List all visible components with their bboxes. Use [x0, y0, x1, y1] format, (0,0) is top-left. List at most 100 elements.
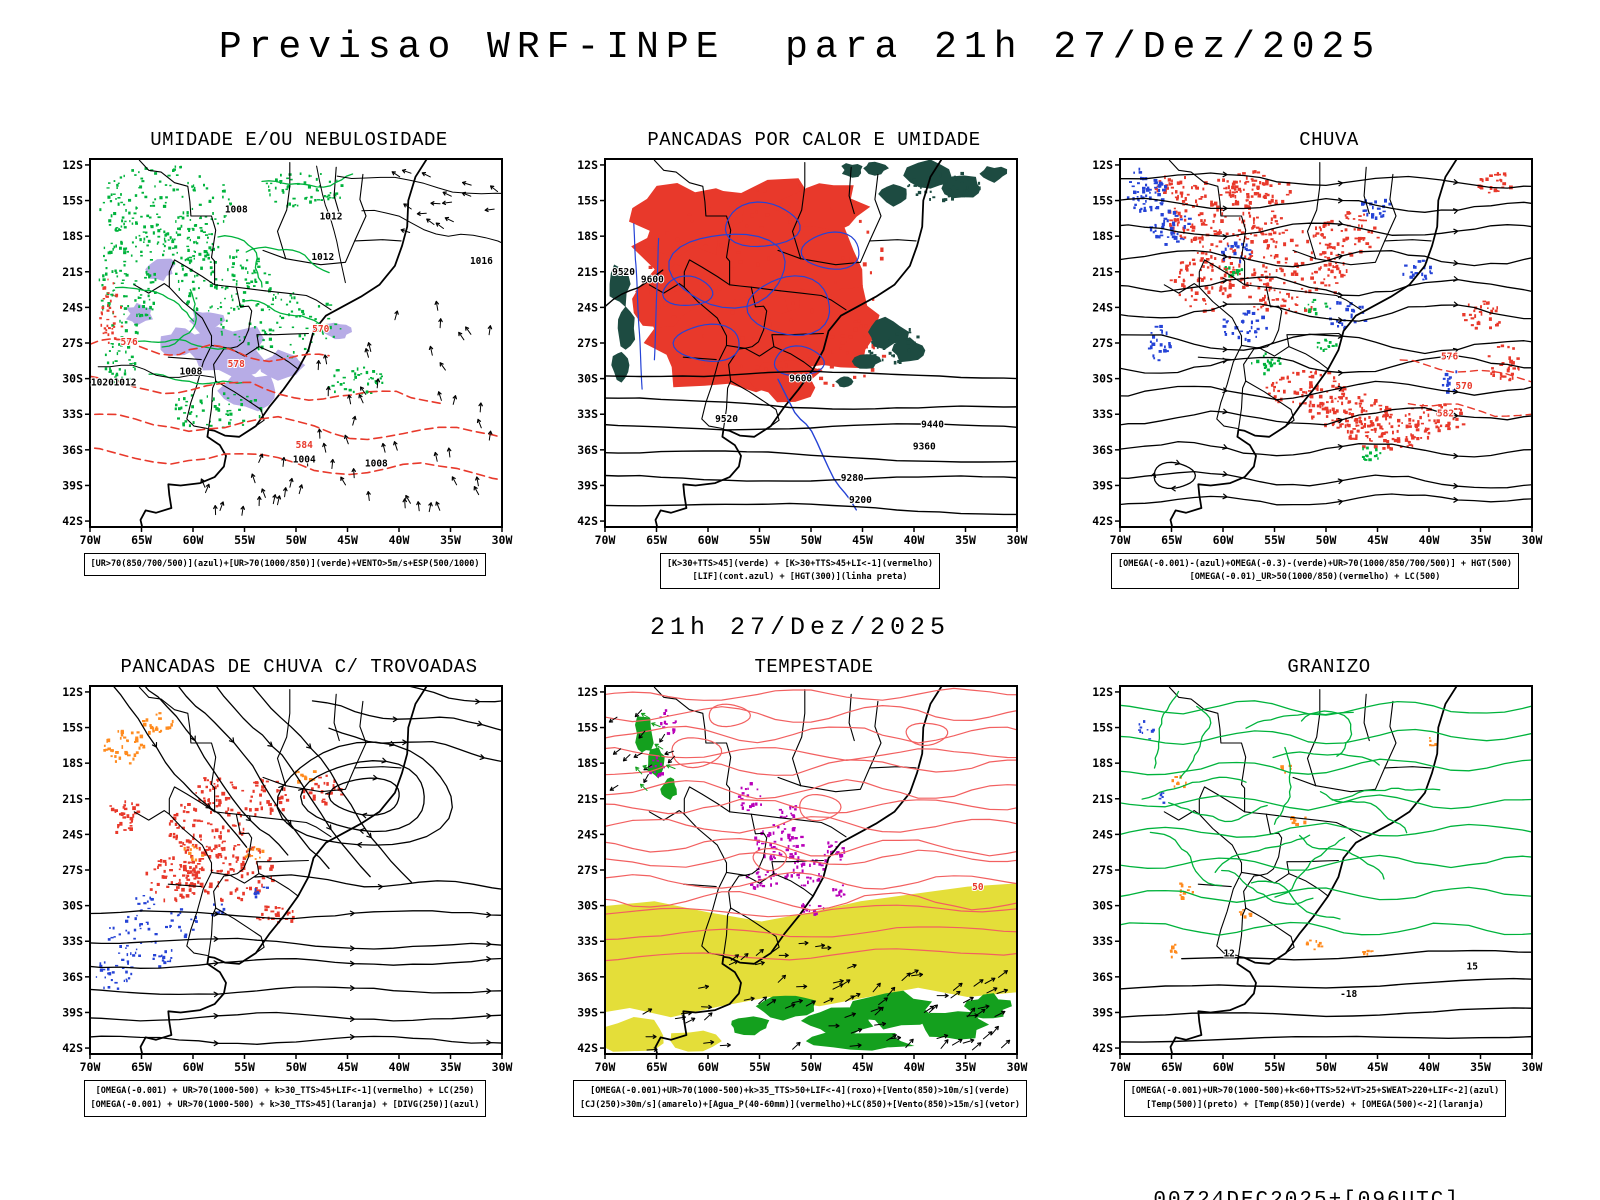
lat-tick-label: 15S [1092, 721, 1113, 735]
lat-tick-label: 27S [62, 336, 83, 350]
lat-tick-label: 12S [62, 685, 83, 699]
lat-tick-label: 39S [577, 478, 598, 492]
lon-tick-label: 35W [955, 1060, 976, 1074]
contour-label: 1012 [320, 212, 343, 223]
legend-box: [OMEGA(-0.001)-(azul)+OMEGA(-0.3)-(verde… [1110, 553, 1520, 590]
lat-tick-label: 21S [577, 265, 598, 279]
lat-tick-label: 33S [1092, 935, 1113, 949]
lon-tick-label: 40W [389, 1060, 410, 1074]
legend-line: [Temp(500)](preto) + [Temp(850)](verde) … [1146, 1099, 1484, 1110]
lon-tick-label: 35W [955, 533, 976, 547]
lat-tick-label: 42S [1092, 514, 1113, 528]
lat-tick-label: 39S [62, 478, 83, 492]
lat-tick-label: 39S [1092, 1006, 1113, 1020]
contour-label: 9200 [849, 495, 872, 506]
panel-pancadas-calor: PANCADAS POR CALOR E UMIDADE 12S 15S 18S 21… [565, 129, 1035, 590]
lon-tick-label: 60W [183, 533, 204, 547]
lon-tick-label: 40W [1419, 1060, 1440, 1074]
map-graphics [1120, 159, 1532, 527]
lon-tick-label: 55W [1264, 533, 1285, 547]
lon-tick-label: 70W [595, 1060, 616, 1074]
lat-tick-label: 30S [577, 899, 598, 913]
lat-tick-label: 18S [1092, 229, 1113, 243]
tempestade-map: 12S 15S 18S 21S 24S 27S 30S 33S 36S 39S 42S 70W 65W 6… [577, 685, 1027, 1074]
lon-tick-label: 40W [904, 1060, 925, 1074]
contour-label: 1004 [293, 455, 316, 466]
contour-label: 578 [228, 359, 245, 370]
lon-tick-label: 45W [1367, 533, 1388, 547]
panel-tempestade: TEMPESTADE 12S 15S 18S 21S 24S 27S 30S 33S 36S 39… [565, 656, 1035, 1117]
lat-tick-label: 24S [1092, 828, 1113, 842]
panel-trovoadas: PANCADAS DE CHUVA C/ TROVOADAS 12S 15S 18S… [50, 656, 520, 1117]
lat-tick-label: 42S [62, 1041, 83, 1055]
lat-tick-label: 18S [1092, 757, 1113, 771]
lon-tick-label: 55W [749, 1060, 770, 1074]
lon-tick-label: 55W [749, 533, 770, 547]
contour-label: 576 [1441, 352, 1458, 363]
contour-label: 1020 [91, 377, 114, 388]
lat-tick-label: 15S [62, 194, 83, 208]
contour-label: 570 [312, 324, 329, 335]
trovoadas-map: 12S 15S 18S 21S 24S 27S 30S 33S 36S 39S 42S 70W 65W 6… [62, 685, 512, 1074]
map-graphics [605, 159, 1017, 527]
panel-granizo: GRANIZO 12S 15S 18S 21S 24S 27S 30S 33S 36S 39S 42… [1080, 656, 1550, 1117]
panel-title: PANCADAS POR CALOR E UMIDADE [647, 129, 981, 151]
lat-tick-label: 39S [577, 1006, 598, 1020]
panel-row-bottom: PANCADAS DE CHUVA C/ TROVOADAS 12S 15S 18S… [0, 656, 1600, 1117]
lon-tick-label: 60W [698, 1060, 719, 1074]
lon-tick-label: 30W [1007, 533, 1028, 547]
contour-label: 1012 [114, 377, 137, 388]
panel-umidade: UMIDADE E/OU NEBULOSIDADE 12S 15S 18S 21S 24… [50, 129, 520, 589]
granizo-map: 12S 15S 18S 21S 24S 27S 30S 33S 36S 39S 42S 70W 65W 6… [1092, 685, 1542, 1074]
contour-label: 584 [296, 440, 313, 451]
lon-tick-label: 65W [646, 1060, 667, 1074]
lat-tick-label: 33S [62, 407, 83, 421]
legend-box: [OMEGA(-0.001)+UR>70(1000-500)+k>35_TTS>… [572, 1080, 1028, 1117]
lon-tick-label: 70W [1110, 1060, 1131, 1074]
lon-tick-label: 60W [1213, 1060, 1234, 1074]
contour-label: 12 [1223, 949, 1234, 960]
contour-label: 9520 [612, 267, 635, 278]
panel-title: GRANIZO [1287, 656, 1371, 679]
legend-line: [OMEGA(-0.001)-(azul)+OMEGA(-0.3)-(verde… [1117, 559, 1513, 569]
lat-tick-label: 27S [62, 863, 83, 877]
lat-tick-label: 12S [1092, 158, 1113, 172]
lat-tick-label: 30S [62, 899, 83, 913]
contour-label: 9280 [841, 473, 864, 484]
contour-label: 9440 [921, 420, 944, 431]
lon-tick-label: 30W [1522, 533, 1543, 547]
lon-tick-label: 35W [1470, 1060, 1491, 1074]
contour-label: 1008 [365, 458, 388, 469]
lat-tick-label: 27S [1092, 336, 1113, 350]
lat-tick-label: 30S [577, 372, 598, 386]
panel-chuva: CHUVA 12S 15S 18S 21S 24S 27S 30S 33S 36S 39S 42S 7… [1080, 129, 1550, 590]
lon-tick-label: 45W [337, 533, 358, 547]
lon-tick-label: 65W [131, 533, 152, 547]
lon-tick-label: 45W [337, 1060, 358, 1074]
lat-tick-label: 33S [1092, 407, 1113, 421]
contour-label: 576 [121, 337, 138, 348]
lat-tick-label: 42S [1092, 1041, 1113, 1055]
lat-tick-label: 21S [577, 792, 598, 806]
lat-tick-label: 33S [577, 935, 598, 949]
lat-tick-label: 33S [62, 935, 83, 949]
legend-box: [UR>70(850/700/500)](azul)+[UR>70(1000/8… [83, 553, 487, 577]
lat-tick-label: 18S [62, 229, 83, 243]
legend-box: [K>30+TTS>45](verde) + [K>30+TTS>45+LI<-… [659, 553, 941, 590]
lat-tick-label: 24S [62, 828, 83, 842]
legend-line: [LIF](cont.azul) + [HGT(300)](linha pret… [692, 572, 908, 583]
lon-tick-label: 70W [80, 1060, 101, 1074]
contour-label: 9600 [789, 374, 812, 385]
lat-tick-label: 42S [577, 1041, 598, 1055]
lon-tick-label: 55W [1264, 1060, 1285, 1074]
lon-tick-label: 60W [183, 1060, 204, 1074]
lat-tick-label: 12S [577, 685, 598, 699]
lon-tick-label: 45W [852, 1060, 873, 1074]
lat-tick-label: 21S [1092, 792, 1113, 806]
lat-tick-label: 39S [62, 1006, 83, 1020]
lon-tick-label: 55W [234, 1060, 255, 1074]
lon-tick-label: 35W [440, 1060, 461, 1074]
lon-tick-label: 35W [440, 533, 461, 547]
legend-box: [OMEGA(-0.001) + UR>70(1000-500) + k>30_… [83, 1080, 487, 1117]
lat-tick-label: 36S [1092, 970, 1113, 984]
